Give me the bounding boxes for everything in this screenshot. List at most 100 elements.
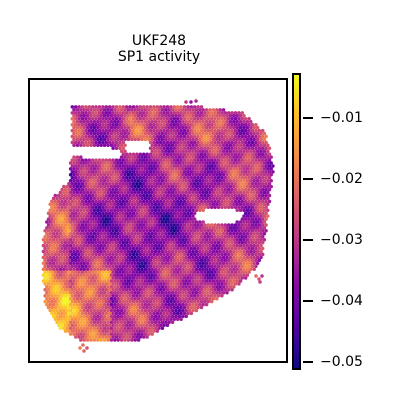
tissue-spot xyxy=(225,173,229,177)
tissue-spot xyxy=(51,226,56,230)
tissue-spot xyxy=(191,273,195,277)
tissue-spot xyxy=(111,270,115,274)
tissue-spot xyxy=(230,134,234,139)
tissue-spot xyxy=(169,258,173,263)
tissue-spot xyxy=(119,226,124,230)
tissue-spot xyxy=(111,176,115,180)
tissue-spot xyxy=(104,193,109,198)
tissue-spot xyxy=(170,114,175,118)
tissue-spot xyxy=(187,161,192,165)
tissue-spot xyxy=(152,323,156,327)
tissue-spot xyxy=(203,181,207,186)
tissue-spot xyxy=(114,146,119,151)
tissue-spot xyxy=(102,173,107,177)
tissue-spot xyxy=(186,170,190,174)
tissue-spot xyxy=(228,196,233,201)
tissue-spot xyxy=(109,220,114,224)
tissue-spot xyxy=(101,317,105,322)
tissue-spot xyxy=(194,173,199,177)
tissue-spot xyxy=(226,122,231,127)
tissue-spot xyxy=(186,199,190,204)
tissue-spot xyxy=(135,276,139,280)
tissue-spot xyxy=(101,311,105,316)
tissue-spot xyxy=(232,273,236,277)
tissue-spot xyxy=(77,317,81,322)
tissue-spot xyxy=(111,128,115,133)
tissue-spot xyxy=(85,346,89,350)
tissue-spot xyxy=(164,178,168,183)
tissue-spot xyxy=(145,282,149,286)
tissue-spot xyxy=(191,296,195,301)
tissue-spot xyxy=(167,232,171,236)
tissue-spot xyxy=(90,282,95,286)
tissue-spot xyxy=(113,119,117,124)
tissue-spot xyxy=(213,240,217,245)
tissue-spot xyxy=(187,114,192,118)
tissue-spot xyxy=(77,252,81,257)
tissue-spot xyxy=(102,291,107,295)
tissue-spot xyxy=(101,205,105,210)
tissue-spot xyxy=(204,267,209,271)
tissue-spot xyxy=(216,187,221,192)
tissue-spot xyxy=(192,170,197,174)
tissue-spot xyxy=(124,164,129,168)
tissue-spot xyxy=(111,299,115,304)
tissue-spot xyxy=(106,131,110,136)
tissue-spot xyxy=(135,217,139,221)
tissue-spot xyxy=(128,193,132,198)
tissue-spot xyxy=(63,293,68,298)
tissue-spot xyxy=(189,240,194,245)
tissue-spot xyxy=(140,291,144,295)
tissue-spot xyxy=(48,220,52,224)
tissue-spot xyxy=(70,117,75,121)
tissue-spot xyxy=(70,199,75,204)
tissue-spot xyxy=(238,167,243,171)
tissue-spot xyxy=(58,214,63,218)
tissue-spot xyxy=(243,270,248,274)
tissue-spot xyxy=(131,305,136,310)
tissue-spot xyxy=(170,155,175,159)
tissue-spot xyxy=(155,311,160,316)
tissue-spot xyxy=(60,234,64,239)
tissue-spot xyxy=(67,252,71,257)
tissue-spot xyxy=(179,122,183,127)
tissue-spot xyxy=(79,314,83,319)
tissue-spot xyxy=(65,267,69,271)
tissue-spot xyxy=(175,311,180,316)
tissue-spot xyxy=(152,152,156,156)
tissue-spot xyxy=(194,202,199,207)
tissue-spot xyxy=(177,249,182,254)
tissue-spot xyxy=(75,326,80,330)
tissue-spot xyxy=(62,296,66,301)
tissue-spot xyxy=(111,217,115,221)
tissue-spot xyxy=(97,293,102,298)
tissue-spot xyxy=(225,226,229,230)
tissue-spot xyxy=(208,255,212,260)
tissue-spot xyxy=(221,161,226,165)
tissue-spot xyxy=(184,237,188,242)
tissue-spot xyxy=(170,279,175,283)
tissue-spot xyxy=(198,196,202,201)
tissue-spot xyxy=(199,264,204,268)
tissue-spot xyxy=(106,279,110,283)
tissue-spot xyxy=(181,108,185,112)
tissue-spot xyxy=(208,178,212,183)
tissue-spot xyxy=(230,270,234,274)
tissue-spot xyxy=(87,264,92,268)
tissue-spot xyxy=(79,279,83,283)
tissue-spot xyxy=(206,270,211,274)
tissue-spot xyxy=(72,214,76,218)
tissue-spot xyxy=(175,234,180,239)
tissue-spot xyxy=(203,270,207,274)
tissue-spot xyxy=(186,211,190,215)
tissue-spot xyxy=(175,199,180,204)
tissue-spot xyxy=(124,317,129,322)
tissue-spot xyxy=(51,243,56,248)
tissue-spot xyxy=(192,234,197,239)
tissue-spot xyxy=(99,143,103,148)
tissue-spot xyxy=(121,122,126,127)
tissue-spot xyxy=(221,178,226,183)
tissue-spot xyxy=(187,125,192,130)
tissue-spot xyxy=(165,199,170,204)
tissue-spot xyxy=(160,167,165,171)
